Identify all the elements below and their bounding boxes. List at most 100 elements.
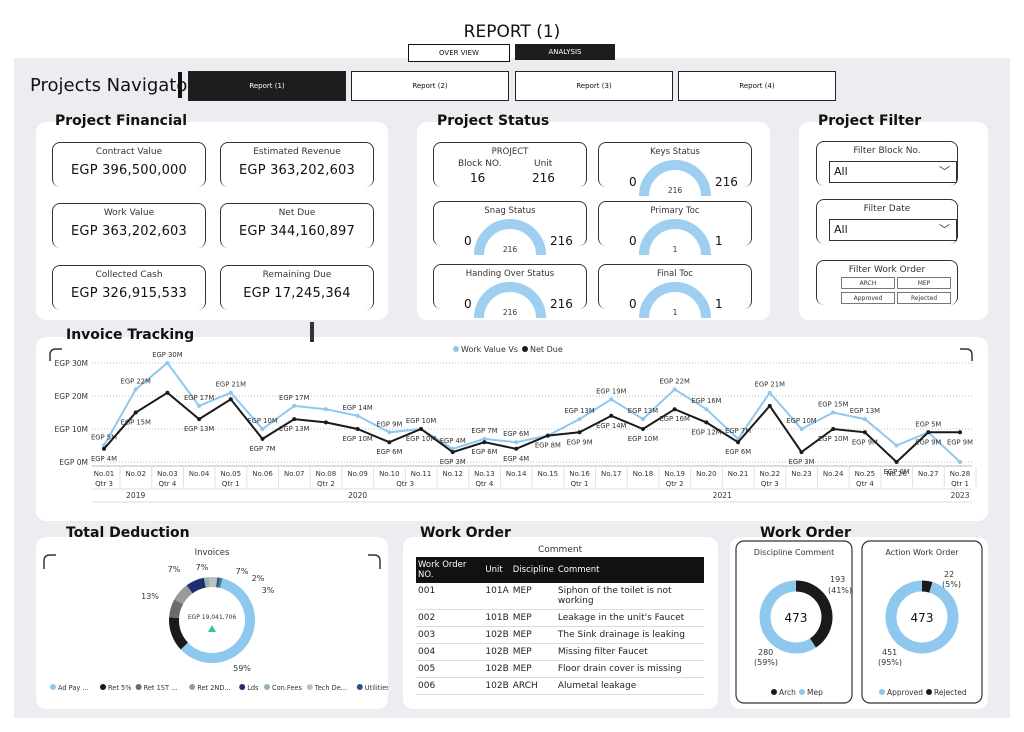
data-point xyxy=(323,407,328,412)
kpi-estimated-revenue: Estimated Revenue EGP 363,202,603 xyxy=(220,142,374,187)
gauge-min: 0 xyxy=(629,234,637,248)
tab-overview[interactable]: OVER VIEW xyxy=(408,44,510,62)
gauge-value: 216 xyxy=(667,186,683,195)
table-cell: Leakage in the unit's Faucet xyxy=(555,609,704,627)
deduction-panel xyxy=(36,537,388,709)
wo-filter-rejected[interactable]: Rejected xyxy=(897,292,951,304)
data-point xyxy=(767,403,772,408)
chart-title: Invoices xyxy=(195,548,230,558)
data-label: EGP 12M xyxy=(691,428,721,436)
wo-filter-arch[interactable]: ARCH xyxy=(841,277,895,289)
filter-title: Project Filter xyxy=(818,113,922,129)
primary-toc-gauge: Primary Toc 1 0 1 xyxy=(598,201,752,255)
gauge-label: Snag Status xyxy=(484,206,536,216)
data-label: EGP 10M xyxy=(247,417,277,425)
data-point xyxy=(862,430,867,435)
data-point xyxy=(640,427,645,431)
final-toc-gauge: Final Toc 1 0 1 xyxy=(598,264,752,318)
slice-value: 280 xyxy=(758,648,773,657)
data-point xyxy=(323,420,328,425)
table-row[interactable]: 004 102B MEP Missing filter Faucet xyxy=(416,643,704,661)
table-row[interactable]: 001 101A MEP Siphon of the toilet is not wo… xyxy=(416,583,704,610)
data-label: EGP 6M xyxy=(376,448,402,456)
data-point xyxy=(704,407,709,412)
data-point xyxy=(197,403,202,408)
table-row[interactable]: 003 102B MEP The Sink drainage is leaking xyxy=(416,626,704,644)
unit-value: 216 xyxy=(532,171,555,185)
kpi-remaining-due: Remaining Due EGP 17,245,364 xyxy=(220,265,374,310)
table-cell: 004 xyxy=(416,643,484,661)
data-point xyxy=(672,387,677,392)
data-label: EGP 10M xyxy=(342,435,372,443)
x-tick-label: No.26 xyxy=(886,470,907,478)
top-strip xyxy=(14,14,1010,58)
data-point xyxy=(292,403,297,408)
gauge-min: 0 xyxy=(464,234,472,248)
report-2-button[interactable]: Report (2) xyxy=(351,71,509,101)
pie-slice xyxy=(218,577,223,589)
status-title: Project Status xyxy=(437,113,550,129)
x-tick-label: No.18 xyxy=(633,470,654,478)
data-point xyxy=(197,417,202,422)
data-point xyxy=(102,446,106,451)
column-header[interactable]: Work Order NO. xyxy=(416,557,484,583)
slice-value: 451 xyxy=(882,648,897,657)
data-point xyxy=(355,413,360,418)
quarter-label: Qtr 3 xyxy=(95,480,113,488)
date-select[interactable]: All ﹀ xyxy=(829,219,957,241)
table-row[interactable]: 005 102B MEP Floor drain cover is missing xyxy=(416,660,704,678)
kpi-value: EGP 17,245,364 xyxy=(243,286,351,301)
unit-label: Unit xyxy=(534,159,553,169)
project-label: PROJECT xyxy=(491,147,529,157)
quarter-label: Qtr 2 xyxy=(317,480,335,488)
card-border xyxy=(735,540,853,704)
data-point xyxy=(228,397,233,402)
data-point xyxy=(355,427,360,431)
x-tick-label: No.11 xyxy=(411,470,432,478)
pie-slice xyxy=(186,577,207,594)
data-label: EGP 6M xyxy=(503,430,529,438)
table-row[interactable]: 002 101B MEP Leakage in the unit's Faucet xyxy=(416,609,704,627)
projects-navigator-label: Projects Navigator xyxy=(30,75,195,96)
data-point xyxy=(799,450,804,455)
slice-value: 22 xyxy=(944,570,954,579)
report-4-button[interactable]: Report (4) xyxy=(678,71,836,101)
report-3-button[interactable]: Report (3) xyxy=(515,71,673,101)
column-header[interactable]: Discipline xyxy=(510,557,556,583)
kpi-label: Estimated Revenue xyxy=(253,147,341,157)
action-slice-b xyxy=(885,580,959,654)
wo-filter-mep[interactable]: MEP xyxy=(897,277,951,289)
data-point xyxy=(609,413,614,418)
column-header[interactable]: Comment xyxy=(555,557,704,583)
pie-slice xyxy=(174,585,193,605)
table-cell: 006 xyxy=(416,677,484,695)
data-label: EGP 4M xyxy=(91,455,117,463)
kpi-label: Net Due xyxy=(278,208,316,218)
legend-label: Arch xyxy=(779,688,796,697)
column-header[interactable]: Unit xyxy=(483,557,511,583)
year-label: 2019 xyxy=(126,491,145,500)
frame-corner xyxy=(43,554,56,569)
table-cell: Missing filter Faucet xyxy=(555,643,704,661)
chart-title: Action Work Order xyxy=(885,548,959,557)
block-select[interactable]: All ﹀ xyxy=(829,161,957,183)
kpi-value: EGP 363,202,603 xyxy=(71,224,187,239)
x-tick-label: No.23 xyxy=(791,470,812,478)
table-row[interactable]: 006 102B ARCH Alumetal leakage xyxy=(416,677,704,695)
tab-analysis[interactable]: ANALYSIS xyxy=(515,44,615,60)
frame-corner xyxy=(960,348,973,361)
kpi-net-due: Net Due EGP 344,160,897 xyxy=(220,203,374,248)
data-point xyxy=(450,446,455,451)
report-1-button[interactable]: Report (1) xyxy=(188,71,346,101)
x-tick-label: No.13 xyxy=(474,470,495,478)
data-label: EGP 13M xyxy=(564,407,594,415)
table-cell: MEP xyxy=(510,583,556,610)
table-cell: Siphon of the toilet is not working xyxy=(555,583,704,610)
gauge-value: 216 xyxy=(502,245,518,254)
data-point xyxy=(133,387,138,392)
gauge-value: 216 xyxy=(502,308,518,317)
table-cell: The Sink drainage is leaking xyxy=(555,626,704,644)
data-point xyxy=(228,390,233,395)
gauge-max: 216 xyxy=(715,175,738,189)
wo-filter-approved[interactable]: Approved xyxy=(841,292,895,304)
